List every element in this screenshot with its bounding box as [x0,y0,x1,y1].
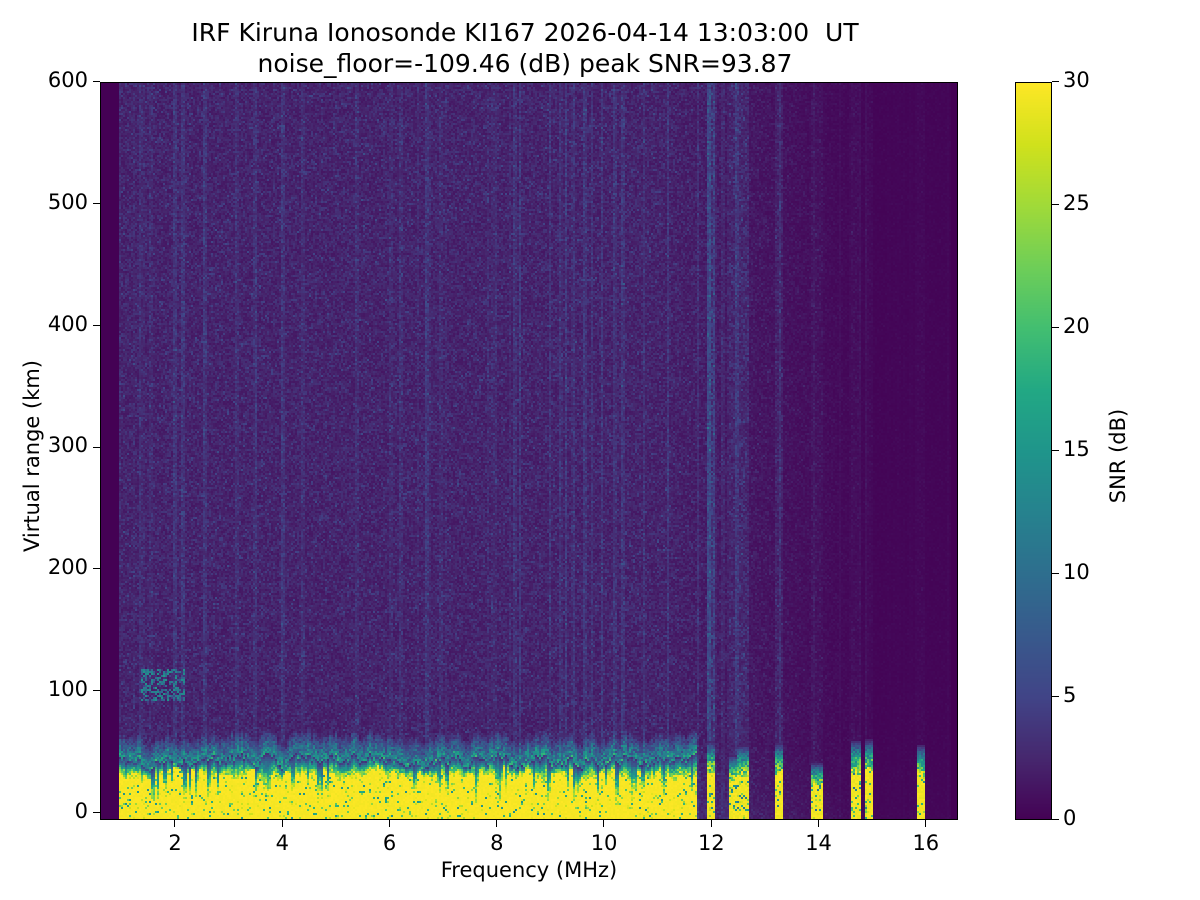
x-tick-label: 16 [912,831,940,855]
x-tick-label: 4 [275,831,289,855]
y-tick-mark [93,324,100,326]
x-tick-label: 6 [382,831,397,855]
colorbar-gradient [1016,83,1051,819]
colorbar-tick-mark [1052,450,1059,452]
colorbar-tick-label: 15 [1063,437,1090,461]
x-tick-mark [710,820,712,827]
x-axis-label: Frequency (MHz) [440,858,618,882]
y-tick-label: 300 [47,433,88,458]
x-tick-label: 10 [590,831,618,855]
colorbar-tick-mark [1052,696,1059,698]
y-tick-label: 100 [47,676,88,701]
colorbar-tick-label: 5 [1063,683,1077,707]
colorbar-tick-label: 10 [1063,560,1090,584]
x-tick-label: 14 [805,831,832,855]
colorbar-tick-label: 20 [1063,314,1090,338]
x-tick-label: 8 [490,831,504,855]
colorbar-tick-mark [1052,327,1059,329]
x-tick-mark [925,820,927,827]
y-tick-label: 400 [47,311,88,336]
chart-title-line-2: noise_floor=-109.46 (dB) peak SNR=93.87 [257,48,793,78]
y-tick-mark [93,568,100,570]
colorbar-tick-mark [1052,81,1059,83]
x-tick-mark [603,820,605,827]
colorbar-tick-mark [1052,573,1059,575]
y-tick-mark [93,446,100,448]
colorbar-tick-label: 0 [1063,806,1077,830]
y-tick-label: 600 [47,68,88,92]
y-tick-label: 500 [47,189,88,214]
y-tick-mark [93,690,100,692]
colorbar-tick-label: 30 [1063,68,1090,92]
x-tick-mark [817,820,819,827]
colorbar-tick-mark [1052,204,1059,206]
y-tick-mark [93,81,100,83]
y-tick-label: 0 [74,798,88,823]
y-tick-mark [93,812,100,814]
x-tick-mark [174,820,176,827]
heatmap-plot-area[interactable] [100,82,958,820]
colorbar-tick-mark [1052,819,1059,821]
colorbar-tick-label: 25 [1063,191,1090,215]
x-tick-mark [496,820,498,827]
x-tick-mark [281,820,283,827]
chart-title: IRF Kiruna Ionosonde KI167 2026-04-14 13… [0,18,1050,79]
chart-title-line-1: IRF Kiruna Ionosonde KI167 2026-04-14 13… [191,18,859,47]
y-tick-label: 200 [47,555,88,580]
x-tick-mark [388,820,390,827]
colorbar-label: SNR (dB) [1106,408,1130,504]
y-tick-mark [93,203,100,205]
x-tick-label: 12 [697,831,725,855]
y-axis-label: Virtual range (km) [20,359,44,553]
x-tick-label: 2 [168,831,182,855]
ionogram-heatmap-canvas [101,83,957,819]
colorbar[interactable] [1015,82,1052,820]
